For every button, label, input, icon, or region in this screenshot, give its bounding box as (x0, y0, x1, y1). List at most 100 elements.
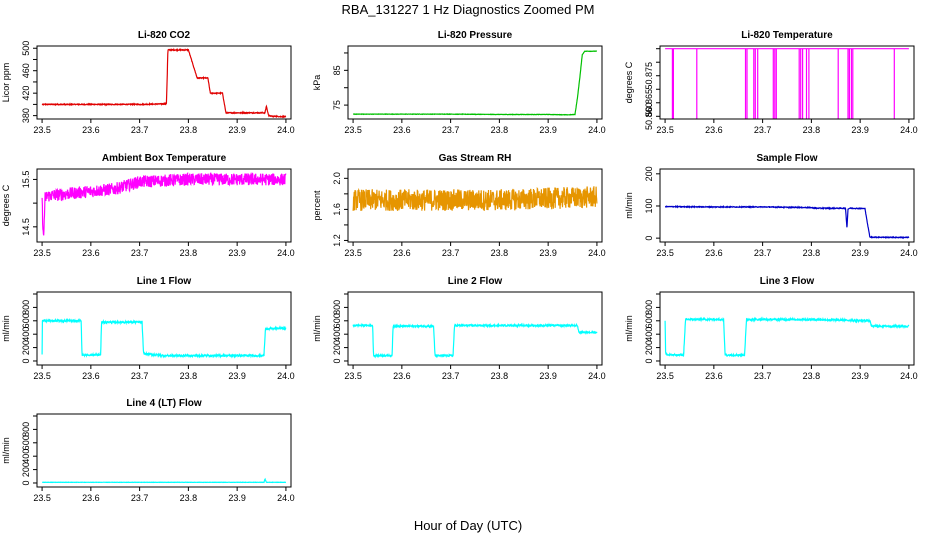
y-axis-label: ml/min (624, 192, 634, 219)
y-tick-label: 50.860 (644, 103, 654, 131)
plot-frame (347, 291, 603, 366)
data-series (41, 317, 287, 359)
y-tick-label: 500 (21, 41, 31, 56)
panel-6: Line 1 Flow ml/min 23.5 23.6 23.7 23.8 23.9 24.… (1, 276, 295, 381)
x-tick-label: 23.5 (344, 125, 362, 135)
panel-title: Line 2 Flow (448, 276, 503, 287)
y-tick-label: 0 (644, 236, 654, 241)
x-tick-label: 23.8 (180, 248, 198, 258)
x-axis-caption: Hour of Day (UTC) (413, 518, 523, 533)
panel-5: Sample Flow ml/min 23.5 23.6 23.7 23.8 23.9 24.… (624, 153, 918, 258)
x-tick-label: 23.9 (851, 125, 869, 135)
x-tick-label: 23.9 (228, 125, 246, 135)
panel-3: Ambient Box Temperature degrees C 23.5 23.6… (1, 153, 295, 258)
x-tick-label: 23.6 (393, 248, 411, 258)
x-tick-label: 23.5 (33, 371, 51, 381)
plot-frame (659, 45, 915, 120)
x-tick-label: 23.9 (228, 493, 246, 503)
x-tick-label: 24.0 (588, 248, 606, 258)
x-tick-label: 23.5 (344, 371, 362, 381)
data-series (664, 204, 910, 240)
x-tick-label: 23.6 (82, 493, 100, 503)
x-tick-label: 23.9 (539, 371, 557, 381)
y-tick-label: 800 (644, 300, 654, 315)
y-axis-label: degrees C (624, 61, 634, 103)
data-series (41, 47, 287, 119)
x-tick-label: 23.7 (442, 248, 460, 258)
y-tick-label: 600 (332, 313, 342, 328)
y-tick-label: 460 (21, 63, 31, 78)
x-tick-label: 23.7 (131, 371, 149, 381)
x-tick-label: 23.7 (754, 248, 772, 258)
y-tick-label: 200 (21, 462, 31, 477)
y-tick-label: 1.2 (332, 234, 342, 247)
x-tick-label: 23.5 (656, 371, 674, 381)
x-tick-label: 23.5 (33, 248, 51, 258)
y-tick-label: 0 (644, 358, 654, 363)
plot-frame (36, 291, 292, 366)
y-tick-label: 0 (332, 358, 342, 363)
x-tick-label: 23.7 (442, 371, 460, 381)
panel-title: Li-820 Pressure (438, 30, 513, 41)
x-tick-label: 23.9 (851, 248, 869, 258)
plot-frame (36, 168, 292, 243)
y-axis-label: degrees C (1, 184, 11, 226)
data-series (352, 186, 598, 212)
x-tick-label: 23.9 (851, 371, 869, 381)
y-tick-label: 800 (21, 300, 31, 315)
panel-title: Line 3 Flow (760, 276, 815, 287)
x-tick-label: 23.8 (803, 125, 821, 135)
data-series (352, 50, 598, 116)
x-tick-label: 23.8 (180, 125, 198, 135)
x-tick-label: 23.5 (33, 125, 51, 135)
data-series (352, 322, 598, 359)
panel-2: Li-820 Temperature degrees C 23.5 23.6 23.7 2… (624, 30, 918, 135)
y-tick-label: 2.0 (332, 172, 342, 185)
x-tick-label: 23.6 (82, 371, 100, 381)
x-tick-label: 23.8 (180, 493, 198, 503)
x-tick-label: 24.0 (277, 371, 295, 381)
x-tick-label: 23.8 (491, 248, 509, 258)
x-tick-label: 23.5 (656, 125, 674, 135)
y-axis-label: ml/min (1, 437, 11, 464)
x-tick-label: 24.0 (900, 248, 918, 258)
y-tick-label: 14.5 (21, 218, 31, 236)
x-tick-label: 23.9 (228, 371, 246, 381)
x-tick-label: 23.7 (131, 248, 149, 258)
y-tick-label: 600 (644, 313, 654, 328)
x-tick-label: 23.8 (180, 371, 198, 381)
y-tick-label: 200 (332, 340, 342, 355)
panel-7: Line 2 Flow ml/min 23.5 23.6 23.7 23.8 23.9 24.… (312, 276, 606, 381)
y-tick-label: 400 (21, 327, 31, 342)
panel-0: Li-820 CO2 Licor ppm 23.5 23.6 23.7 23.8 23.9 2… (1, 30, 295, 135)
x-tick-label: 24.0 (900, 125, 918, 135)
x-tick-label: 23.7 (131, 125, 149, 135)
y-tick-label: 800 (21, 422, 31, 437)
x-tick-label: 23.5 (656, 248, 674, 258)
plot-frame (347, 168, 603, 243)
y-tick-label: 50.865 (644, 89, 654, 117)
y-axis-label: ml/min (1, 315, 11, 342)
panel-title: Li-820 CO2 (138, 30, 191, 41)
y-tick-label: 200 (21, 340, 31, 355)
y-tick-label: 420 (21, 86, 31, 101)
x-tick-label: 23.8 (491, 371, 509, 381)
y-tick-label: 800 (332, 300, 342, 315)
y-tick-label: 50.875 (644, 62, 654, 90)
x-tick-label: 23.7 (754, 371, 772, 381)
x-tick-label: 23.5 (344, 248, 362, 258)
panel-title: Line 4 (LT) Flow (126, 398, 202, 409)
panel-title: Ambient Box Temperature (102, 153, 227, 164)
y-tick-label: 400 (21, 449, 31, 464)
panel-title: Gas Stream RH (439, 153, 512, 164)
y-tick-label: 15.5 (21, 171, 31, 189)
plot-frame (36, 45, 292, 120)
y-axis-label: kPa (312, 75, 322, 91)
y-tick-label: 100 (644, 198, 654, 213)
y-axis-label: Licor ppm (1, 63, 11, 103)
x-tick-label: 24.0 (588, 125, 606, 135)
data-series (41, 171, 287, 236)
y-tick-label: 200 (644, 340, 654, 355)
x-tick-label: 24.0 (588, 371, 606, 381)
